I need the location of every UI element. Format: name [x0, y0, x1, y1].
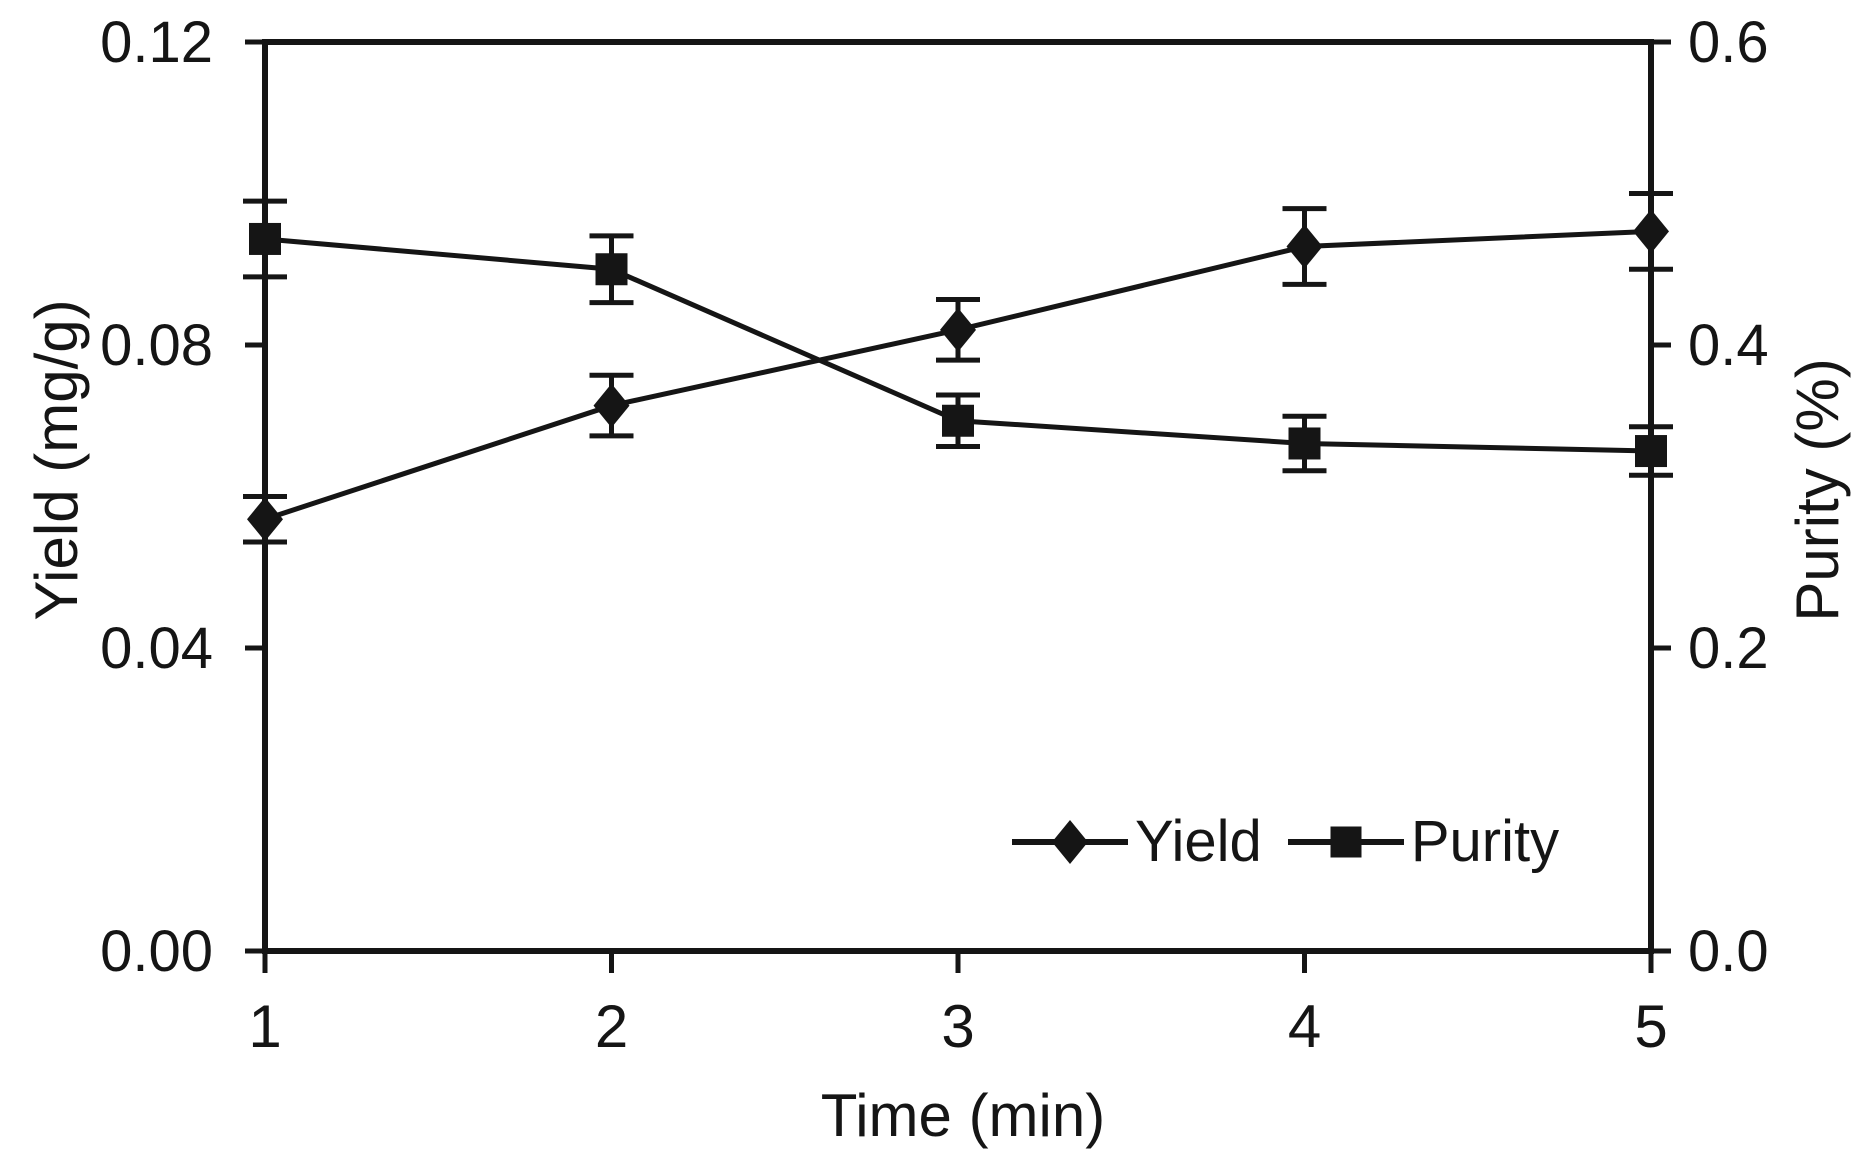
diamond-marker-icon: [1052, 820, 1088, 864]
legend-label-yield: Yield: [1135, 809, 1262, 874]
y-left-tick-label: 0.00: [100, 919, 213, 984]
y-right-tick-label: 0.4: [1688, 313, 1769, 378]
x-axis-title: Time (min): [820, 1082, 1106, 1149]
right-axis-title: Purity (%): [1784, 358, 1851, 622]
square-marker-icon: [1330, 826, 1362, 858]
y-right-tick-label: 0.2: [1688, 616, 1769, 681]
y-right-tick-label: 0.0: [1688, 919, 1769, 984]
y-right-tick-label: 0.6: [1688, 10, 1769, 75]
legend-label-purity: Purity: [1410, 809, 1560, 874]
x-tick-label: 5: [1634, 993, 1667, 1060]
legend-item-yield: Yield: [1012, 813, 1262, 871]
x-tick-label: 2: [595, 993, 628, 1060]
y-left-tick-label: 0.08: [100, 313, 213, 378]
yield-line-sample: [1012, 820, 1128, 864]
yield-marker-diamond: [1286, 224, 1323, 269]
y-left-tick-label: 0.04: [100, 616, 213, 681]
yield-marker-diamond: [940, 307, 976, 352]
x-tick-label: 3: [941, 993, 974, 1060]
x-tick-label: 1: [248, 993, 281, 1060]
purity-marker-square: [1288, 427, 1321, 460]
x-tick-label: 4: [1288, 993, 1321, 1060]
yield-line: [264, 228, 1652, 522]
purity-line-sample: [1287, 826, 1404, 858]
purity-marker-square: [1635, 435, 1667, 468]
purity-marker-square: [942, 404, 974, 437]
legend-item-purity: Purity: [1287, 809, 1560, 874]
y-left-tick-label: 0.12: [100, 10, 213, 75]
yield-marker-diamond: [593, 383, 630, 428]
legend: Yield Purity: [1012, 813, 1559, 871]
yield-marker-diamond: [247, 497, 283, 542]
purity-marker-square: [249, 222, 281, 255]
purity-marker-square: [595, 253, 628, 286]
yield-marker-diamond: [1633, 209, 1669, 254]
left-axis-title: Yield (mg/g): [23, 299, 90, 621]
